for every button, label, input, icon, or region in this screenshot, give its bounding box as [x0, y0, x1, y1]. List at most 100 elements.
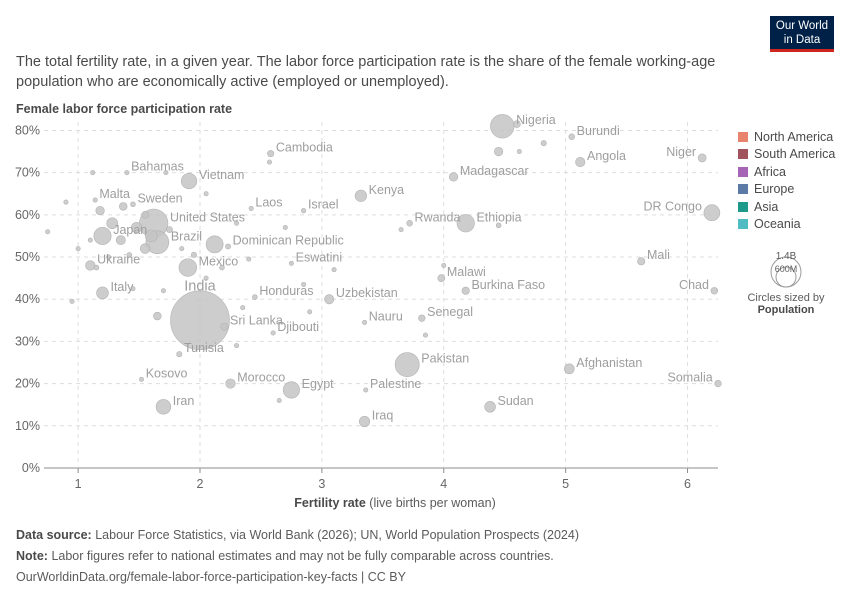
data-point: [494, 146, 504, 157]
point-label: Vietnam: [199, 168, 245, 182]
data-point: [90, 170, 96, 176]
legend-label: North America: [754, 129, 834, 144]
point-label: Rwanda: [415, 210, 461, 224]
point-vietnam: [180, 172, 198, 190]
logo-line-2: in Data: [783, 34, 821, 46]
data-point: [190, 251, 197, 258]
point-iran: [155, 399, 172, 415]
y-tick-label: 30%: [15, 334, 40, 348]
point-chad: [710, 287, 719, 295]
data-point: [106, 254, 112, 260]
point-somalia: [714, 380, 722, 388]
point-egypt: [282, 381, 300, 399]
point-label: Morocco: [237, 371, 285, 385]
data-point: [126, 252, 133, 258]
y-tick-label: 70%: [15, 166, 40, 180]
legend-label: Oceania: [754, 217, 801, 232]
legend-item-2[interactable]: Africa: [738, 163, 835, 181]
data-point: [441, 262, 447, 268]
point-label: Malta: [99, 187, 130, 201]
data-point: [87, 237, 93, 243]
point-tunisia: [176, 351, 183, 358]
data-point: [63, 199, 69, 205]
data-point: [266, 159, 272, 165]
point-malta: [92, 197, 98, 203]
point-label: Nigeria: [516, 113, 556, 127]
legend-label: Africa: [754, 164, 786, 179]
data-point: [95, 206, 105, 216]
data-point: [282, 224, 288, 230]
point-angola: [575, 157, 586, 168]
point-cambodia: [267, 150, 275, 158]
point-india: [170, 290, 230, 351]
legend-swatch: [738, 184, 748, 195]
point-label: Madagascar: [460, 164, 529, 178]
data-point: [203, 275, 209, 281]
point-label: Dominican Republic: [233, 233, 344, 247]
point-label: Sweden: [137, 191, 182, 205]
legend-item-5[interactable]: Oceania: [738, 216, 835, 234]
data-point: [495, 222, 502, 229]
point-label: Uzbekistan: [336, 286, 398, 300]
x-tick-label: 6: [684, 477, 691, 491]
point-dr-congo: [703, 204, 721, 222]
data-point: [119, 202, 128, 211]
point-label: Japan: [113, 223, 147, 237]
data-point: [115, 235, 126, 246]
legend-label: South America: [754, 147, 836, 162]
point-malawi: [437, 274, 446, 282]
point-label: Mali: [647, 248, 670, 262]
size-legend: 1.4B 600M Circles sized by Population: [740, 250, 832, 316]
legend-item-0[interactable]: North America: [738, 128, 835, 146]
point-japan: [93, 226, 112, 245]
legend-item-1[interactable]: South America: [738, 146, 835, 164]
point-djibouti: [270, 330, 276, 336]
point-label: Egypt: [302, 377, 334, 391]
footer-source-label: Data source:: [16, 528, 92, 542]
owid-logo[interactable]: Our World in Data: [770, 16, 834, 52]
point-palestine: [363, 387, 369, 393]
data-point: [203, 191, 209, 197]
point-label: Laos: [255, 196, 282, 210]
point-label: DR Congo: [644, 200, 702, 214]
data-point: [45, 229, 51, 235]
point-label: Tunisia: [184, 341, 224, 355]
point-label: Italy: [110, 280, 134, 294]
data-point: [516, 149, 522, 155]
point-iraq: [359, 416, 371, 428]
data-point: [331, 267, 337, 273]
point-label: Sudan: [497, 394, 533, 408]
legend-swatch: [738, 131, 748, 142]
point-label: Ethiopia: [476, 210, 521, 224]
size-legend-small: 600M: [775, 264, 798, 274]
data-point: [153, 311, 162, 321]
legend-item-4[interactable]: Asia: [738, 198, 835, 216]
chart-subtitle: The total fertility rate, in a given yea…: [16, 54, 716, 90]
point-dominican-republic: [225, 243, 231, 250]
size-legend-variable: Population: [757, 304, 815, 316]
point-senegal: [418, 314, 426, 322]
x-tick-label: 1: [75, 477, 82, 491]
point-label: Eswatini: [296, 250, 343, 264]
point-bahamas: [124, 170, 130, 176]
footer-url[interactable]: OurWorldinData.org/female-labor-force-pa…: [16, 570, 406, 584]
footer-source-text: Labour Force Statistics, via World Bank …: [95, 528, 580, 542]
point-label: Mexico: [199, 255, 239, 269]
data-point: [422, 332, 428, 338]
point-mexico: [178, 258, 197, 277]
x-tick-label: 4: [440, 477, 447, 491]
footer-note: Note: Labor figures refer to national es…: [16, 549, 554, 563]
legend-label: Asia: [754, 199, 779, 214]
data-point: [166, 226, 173, 233]
data-point: [246, 256, 252, 262]
point-label: Chad: [679, 278, 709, 292]
data-point: [106, 217, 119, 230]
point-burkina-faso: [461, 286, 470, 295]
point-nauru: [362, 319, 368, 325]
legend-item-3[interactable]: Europe: [738, 181, 835, 199]
point-kenya: [354, 189, 367, 202]
y-tick-label: 50%: [15, 250, 40, 264]
point-label: Bahamas: [131, 160, 184, 174]
point-ethiopia: [456, 214, 475, 233]
point-sweden: [130, 201, 136, 208]
